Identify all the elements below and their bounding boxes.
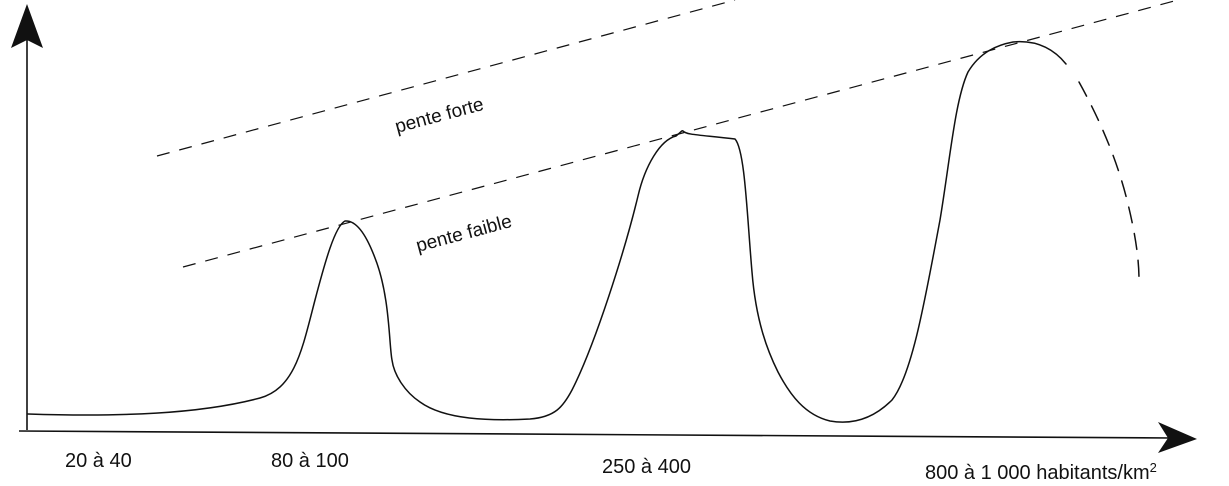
strong-slope-line — [156, 0, 736, 157]
density-curve — [27, 40, 1067, 423]
strong-slope-label: pente forte — [393, 94, 486, 138]
x-label-80-100: 80 à 100 — [271, 450, 349, 472]
y-axis-arrowhead — [11, 4, 43, 48]
x-label-unit-superscript: 2 — [1150, 460, 1157, 475]
curve-dashed-tail — [1078, 81, 1140, 281]
x-label-800-1000: 800 à 1 000 habitants/km2 — [925, 460, 1157, 484]
x-label-250-400: 250 à 400 — [602, 456, 691, 478]
weak-slope-label: pente faible — [414, 211, 514, 257]
x-axis — [18, 430, 1173, 439]
x-axis-arrowhead — [1158, 422, 1197, 453]
weak-slope-line — [182, 0, 1179, 268]
x-label-800-1000-text: 800 à 1 000 habitants/km — [925, 462, 1150, 484]
x-label-20-40: 20 à 40 — [65, 450, 132, 472]
